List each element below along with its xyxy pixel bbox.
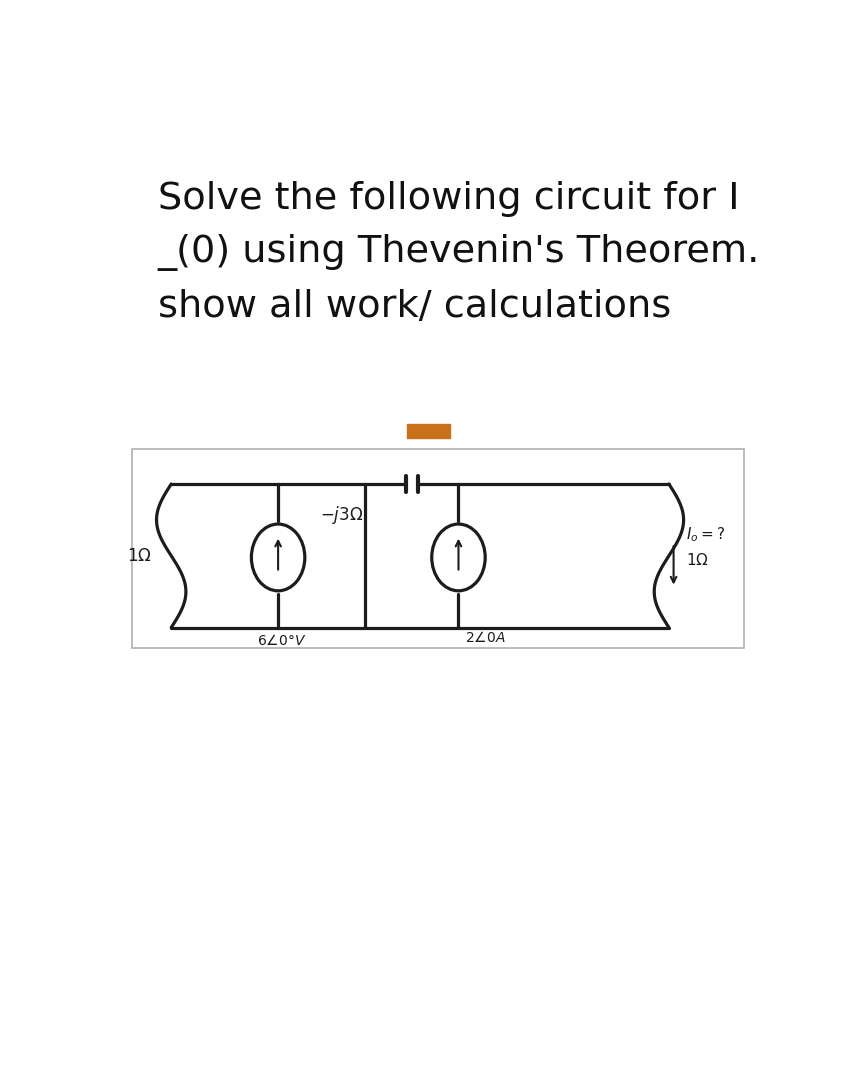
Text: $-j3\Omega$: $-j3\Omega$	[319, 504, 362, 526]
Text: Solve the following circuit for I: Solve the following circuit for I	[158, 181, 739, 217]
Bar	[406, 424, 450, 438]
Text: $1\Omega$: $1\Omega$	[684, 552, 708, 568]
Text: $1\Omega$: $1\Omega$	[127, 546, 152, 565]
Text: $2\angle 0A$: $2\angle 0A$	[464, 630, 505, 645]
Bar	[133, 449, 743, 647]
Text: $6\angle 0°V$: $6\angle 0°V$	[257, 633, 306, 647]
Text: _(0) using Thevenin's Theorem.: _(0) using Thevenin's Theorem.	[158, 234, 759, 271]
Text: show all work/ calculations: show all work/ calculations	[158, 289, 671, 325]
Text: $I_o=?$: $I_o=?$	[684, 526, 724, 544]
